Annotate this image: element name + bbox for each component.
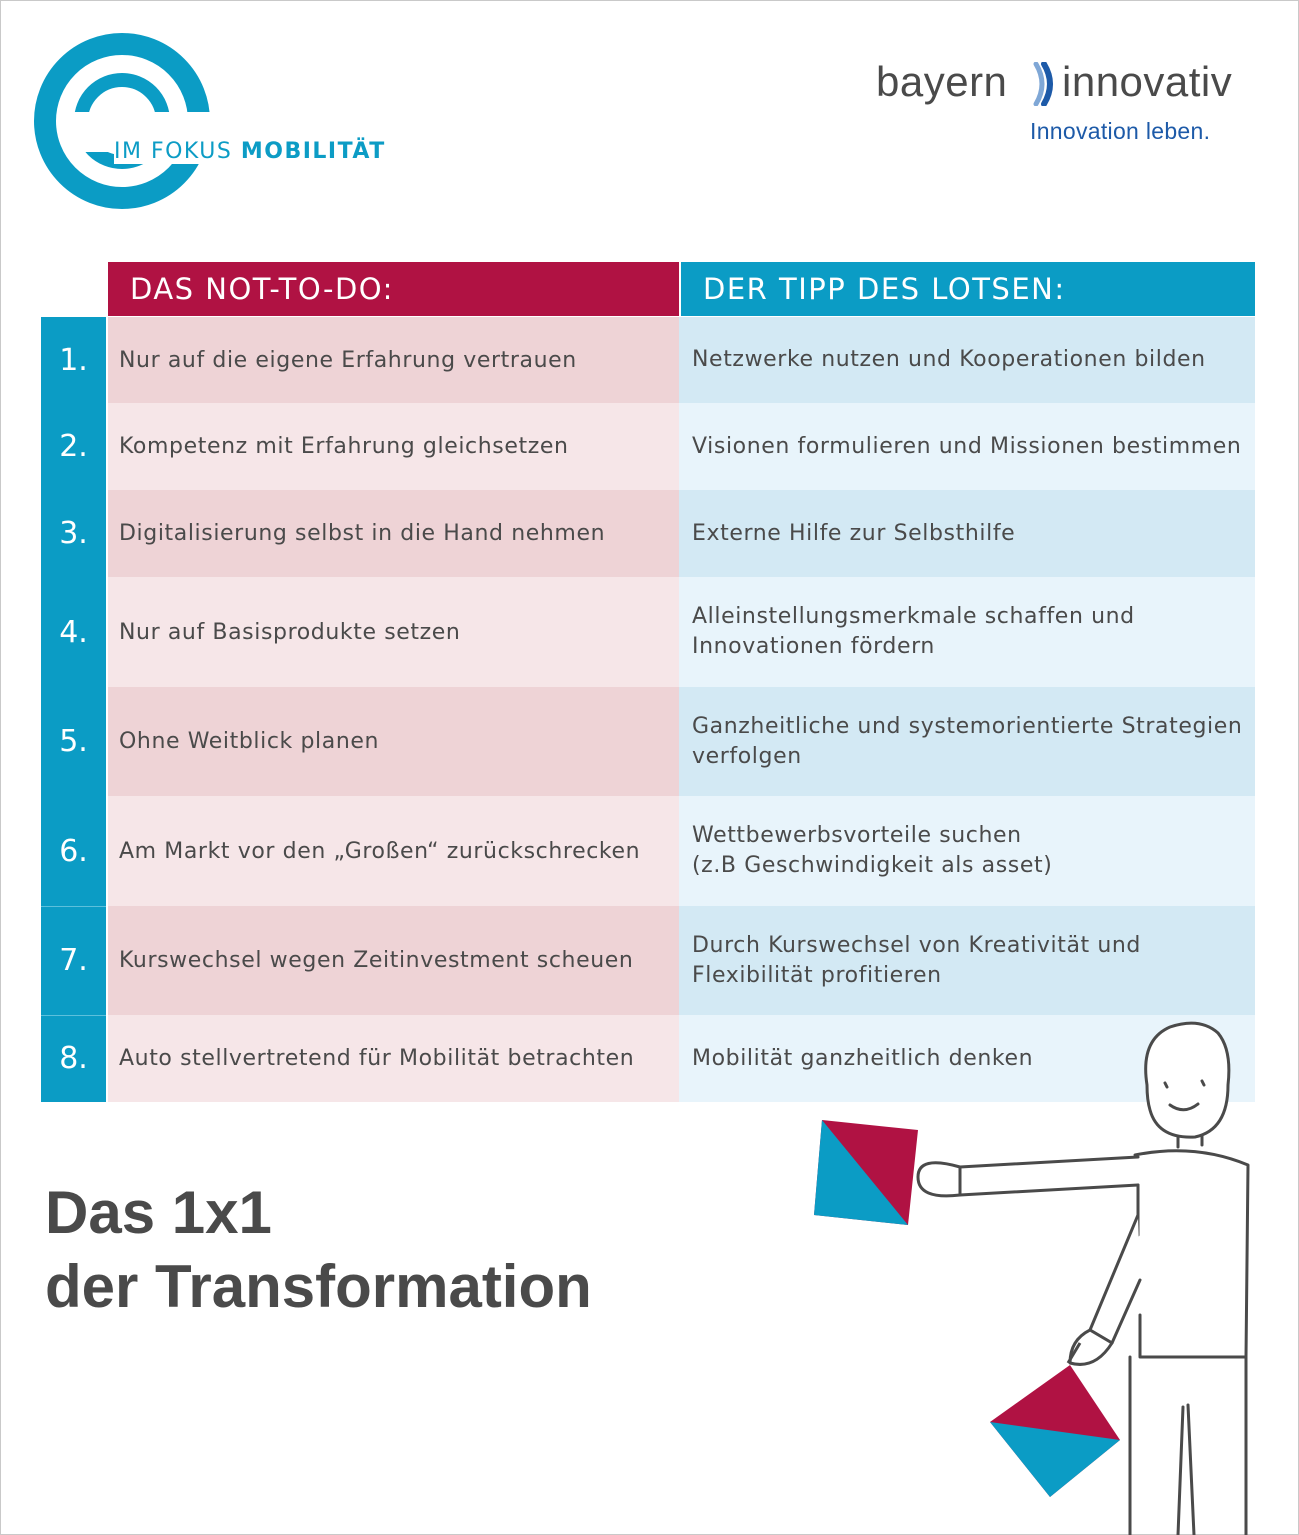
header-not-to-do: DAS NOT-TO-DO: bbox=[108, 262, 679, 316]
header-tip: DER TIPP DES LOTSEN: bbox=[681, 262, 1255, 316]
not-to-do-cell: Am Markt vor den „Großen“ zurückschrecke… bbox=[108, 796, 679, 906]
row-number: 4. bbox=[59, 614, 88, 650]
table-row: 3. Digitalisierung selbst in die Hand ne… bbox=[41, 490, 1255, 577]
not-to-do-cell: Digitalisierung selbst in die Hand nehme… bbox=[108, 490, 679, 577]
row-number: 5. bbox=[59, 724, 88, 759]
logo-text: IM FOKUS MOBILITÄT bbox=[114, 139, 390, 164]
title-line-1: Das 1x1 bbox=[45, 1179, 272, 1246]
tip-cell: Alleinstellungsmerkmale schaffen und Inn… bbox=[679, 577, 1255, 687]
ring-logo-icon bbox=[34, 33, 234, 209]
table-row: 5. Ohne Weitblick planen Ganzheitliche u… bbox=[41, 687, 1255, 796]
not-to-do-cell: Kompetenz mit Erfahrung gleichsetzen bbox=[108, 403, 679, 490]
not-to-do-cell: Ohne Weitblick planen bbox=[108, 687, 679, 796]
row-divider bbox=[41, 906, 106, 907]
table-row: 6. Am Markt vor den „Großen“ zurückschre… bbox=[41, 796, 1255, 906]
table-row: 1. Nur auf die eigene Erfahrung vertraue… bbox=[41, 317, 1255, 403]
tip-cell: Visionen formulieren und Missionen besti… bbox=[679, 403, 1255, 490]
table-row: 4. Nur auf Basisprodukte setzen Alleinst… bbox=[41, 577, 1255, 687]
logo-highlight: MOBILITÄT bbox=[240, 139, 386, 164]
tip-cell: Wettbewerbsvorteile suchen (z.B Geschwin… bbox=[679, 796, 1255, 906]
flag-signaler-illustration bbox=[814, 1021, 1250, 1535]
row-number: 1. bbox=[59, 342, 88, 378]
logo-prefix: IM FOKUS bbox=[114, 139, 233, 164]
not-to-do-cell: Nur auf Basisprodukte setzen bbox=[108, 577, 679, 687]
tip-cell: Netzwerke nutzen und Kooperationen bilde… bbox=[679, 317, 1255, 403]
table-row: 7. Kurswechsel wegen Zeitinvestment sche… bbox=[41, 906, 1255, 1015]
brand-tagline: Innovation leben. bbox=[1030, 118, 1211, 144]
bayern-innovativ-logo: bayern innovativ Innovation leben. bbox=[876, 58, 1266, 148]
row-number: 2. bbox=[59, 429, 88, 464]
brand-word-right: innovativ bbox=[1062, 58, 1233, 105]
row-number: 3. bbox=[59, 516, 88, 551]
row-number: 8. bbox=[59, 1041, 88, 1076]
table-row: 2. Kompetenz mit Erfahrung gleichsetzen … bbox=[41, 403, 1255, 490]
not-to-do-cell: Nur auf die eigene Erfahrung vertrauen bbox=[108, 317, 679, 403]
tip-cell: Mobilität ganzheitlich denken bbox=[679, 1015, 1255, 1102]
tip-cell: Durch Kurswechsel von Kreativität und Fl… bbox=[679, 906, 1255, 1015]
brand-word-left: bayern bbox=[876, 58, 1008, 105]
im-fokus-logo: IM FOKUS MOBILITÄT bbox=[34, 32, 390, 212]
row-divider bbox=[41, 1015, 106, 1016]
number-column bbox=[41, 317, 106, 1102]
bracket-mark-icon bbox=[1033, 62, 1053, 106]
not-to-do-cell: Kurswechsel wegen Zeitinvestment scheuen bbox=[108, 906, 679, 1015]
title-line-2: der Transformation bbox=[45, 1253, 592, 1320]
table-row: 8. Auto stellvertretend für Mobilität be… bbox=[41, 1015, 1255, 1102]
not-to-do-cell: Auto stellvertretend für Mobilität betra… bbox=[108, 1015, 679, 1102]
row-number: 7. bbox=[59, 943, 88, 978]
page-title: Das 1x1 der Transformation bbox=[45, 1176, 592, 1324]
tip-cell: Externe Hilfe zur Selbsthilfe bbox=[679, 490, 1255, 577]
row-number: 6. bbox=[59, 833, 88, 869]
tip-cell: Ganzheitliche und systemorientierte Stra… bbox=[679, 687, 1255, 796]
